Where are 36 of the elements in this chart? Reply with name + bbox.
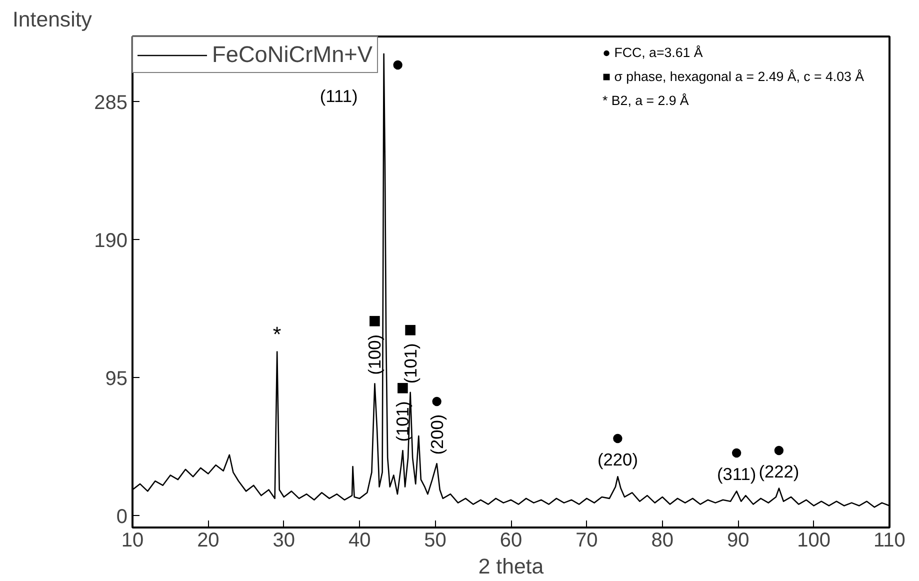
x-tick-label: 110	[874, 530, 906, 552]
annotation: ●	[730, 440, 744, 464]
annotation: ●	[391, 52, 404, 76]
annotation: (100)	[364, 334, 385, 375]
x-tick-label: 30	[272, 530, 296, 552]
annotation: ● FCC, a=3.61 Å	[602, 45, 703, 60]
legend-label: FeCoNiCrMn+V	[212, 41, 373, 68]
annotation: (111)	[320, 86, 358, 106]
x-tick-label: 100	[797, 530, 830, 552]
annotation: (101)	[392, 401, 413, 442]
x-tick-label: 60	[500, 530, 522, 552]
annotation: *	[272, 322, 282, 347]
x-axis-title: 2 theta	[478, 554, 544, 578]
x-tick-label: 90	[726, 530, 750, 552]
y-tick-label: 190	[94, 230, 128, 252]
annotation: (200)	[426, 414, 447, 455]
x-tick-label: 20	[197, 530, 220, 552]
annotation: ■ σ phase, hexagonal a = 2.49 Å, c = 4.03 Å	[602, 69, 864, 84]
annotation: (222)	[758, 461, 800, 482]
x-tick-label: 10	[121, 530, 144, 552]
annotation: ●	[772, 437, 786, 462]
y-tick-label: 0	[116, 506, 128, 528]
y-axis-title: Intensity	[12, 8, 92, 32]
annotation: (311)	[717, 464, 756, 484]
x-tick-label: 40	[348, 530, 371, 552]
annotation: ■	[404, 317, 417, 342]
y-tick-label: 95	[105, 368, 128, 390]
x-tick-label: 80	[651, 530, 674, 552]
x-tick-label: 70	[576, 530, 598, 552]
annotation: ●	[611, 426, 624, 450]
annotation: (220)	[598, 450, 638, 470]
x-tick-label: 50	[424, 530, 446, 552]
annotation: ●	[430, 388, 444, 413]
annotation: ■	[368, 308, 382, 333]
annotation: * B2, a = 2.9 Å	[602, 93, 689, 108]
y-tick-label: 285	[94, 92, 128, 114]
